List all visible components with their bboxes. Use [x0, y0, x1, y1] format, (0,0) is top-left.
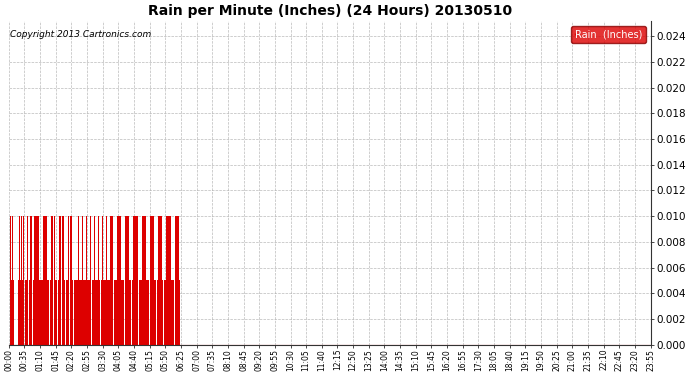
Title: Rain per Minute (Inches) (24 Hours) 20130510: Rain per Minute (Inches) (24 Hours) 2013…	[148, 4, 512, 18]
Legend: Rain  (Inches): Rain (Inches)	[571, 26, 646, 44]
Text: Copyright 2013 Cartronics.com: Copyright 2013 Cartronics.com	[10, 30, 151, 39]
